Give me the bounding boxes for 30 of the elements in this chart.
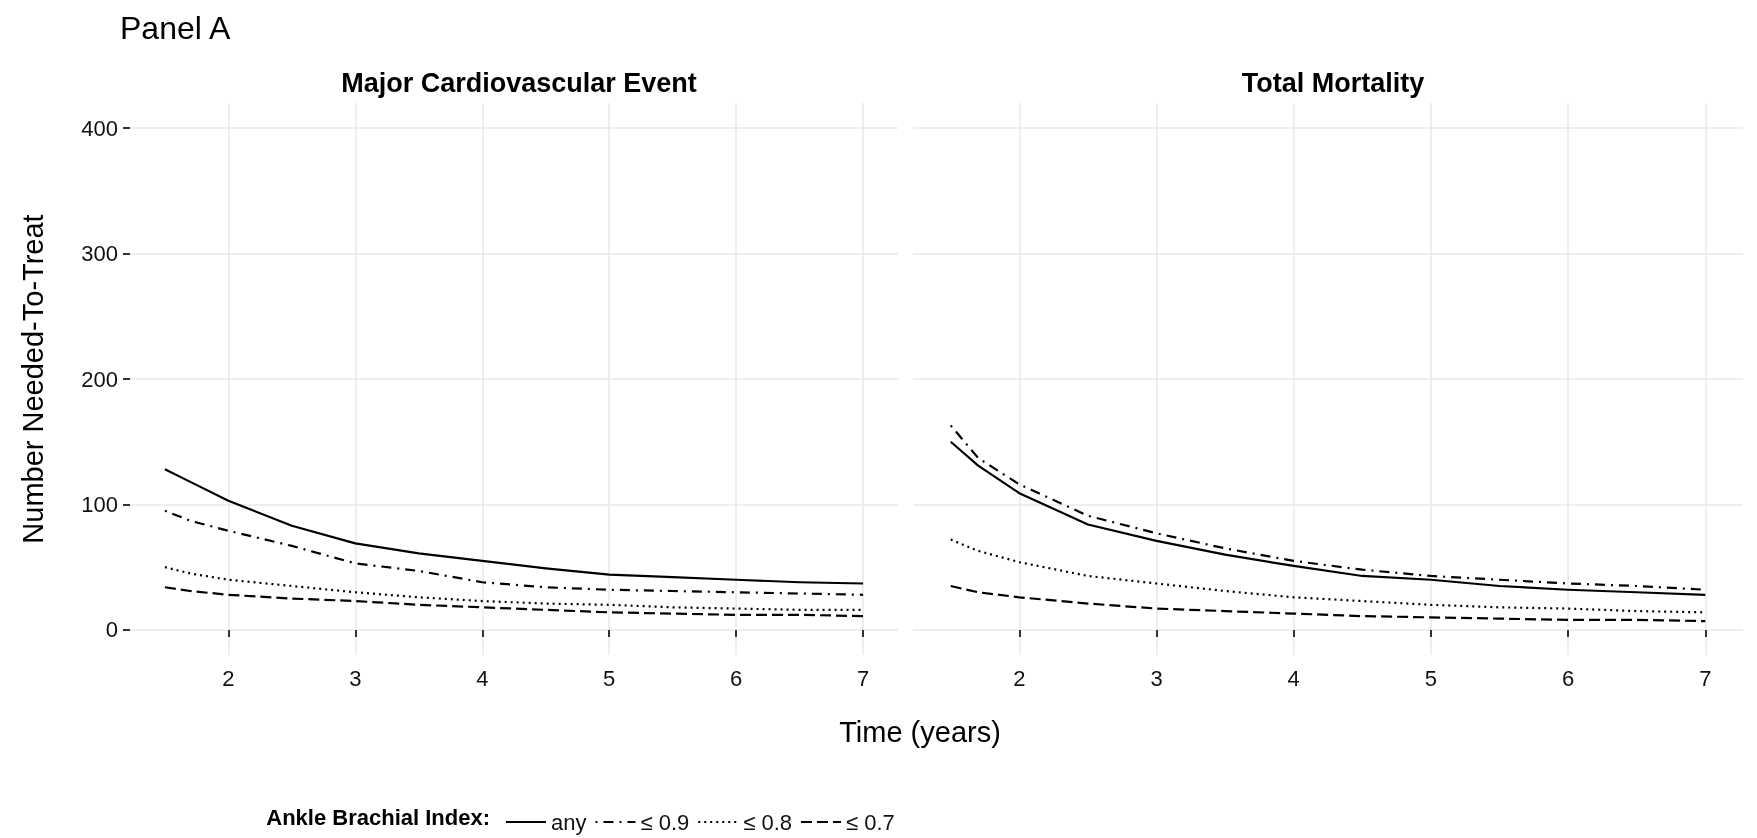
- x-tick-label: 7: [856, 665, 870, 691]
- x-tick-label: 2: [222, 665, 235, 691]
- x-tick-label: 2: [1013, 665, 1026, 691]
- legend-label: ≤ 0.7: [846, 809, 895, 835]
- y-tick-label: 200: [81, 366, 118, 392]
- chart-title: Major Cardiovascular Event: [341, 67, 697, 98]
- x-tick-label: 4: [1287, 665, 1300, 691]
- y-axis-title: Number Needed-To-Treat: [16, 214, 49, 544]
- y-tick-label: 0: [105, 617, 118, 643]
- line-series: [163, 468, 865, 585]
- x-tick-label: 3: [349, 665, 362, 691]
- x-tick-label: 6: [1561, 665, 1575, 691]
- text: Panel A: [120, 10, 231, 46]
- line-series: [163, 586, 865, 618]
- chart-title: Total Mortality: [1241, 67, 1425, 98]
- legend-label: any: [551, 809, 587, 835]
- x-axis-title: Time (years): [839, 716, 1001, 748]
- x-tick-label: 3: [1150, 665, 1163, 691]
- x-tick-label: 5: [1424, 665, 1438, 691]
- legend-label: ≤ 0.9: [640, 809, 690, 835]
- legend-label: ≤ 0.8: [743, 809, 793, 835]
- y-tick-label: 100: [81, 491, 118, 517]
- x-tick-label: 4: [476, 665, 489, 691]
- line-series: [163, 509, 865, 596]
- y-tick-label: 300: [81, 241, 118, 267]
- y-tick-label: 400: [81, 115, 118, 141]
- legend-title: Ankle Brachial Index:: [266, 804, 490, 830]
- x-tick-label: 5: [603, 665, 616, 691]
- x-tick-label: 6: [730, 665, 743, 691]
- x-tick-label: 7: [1699, 665, 1712, 691]
